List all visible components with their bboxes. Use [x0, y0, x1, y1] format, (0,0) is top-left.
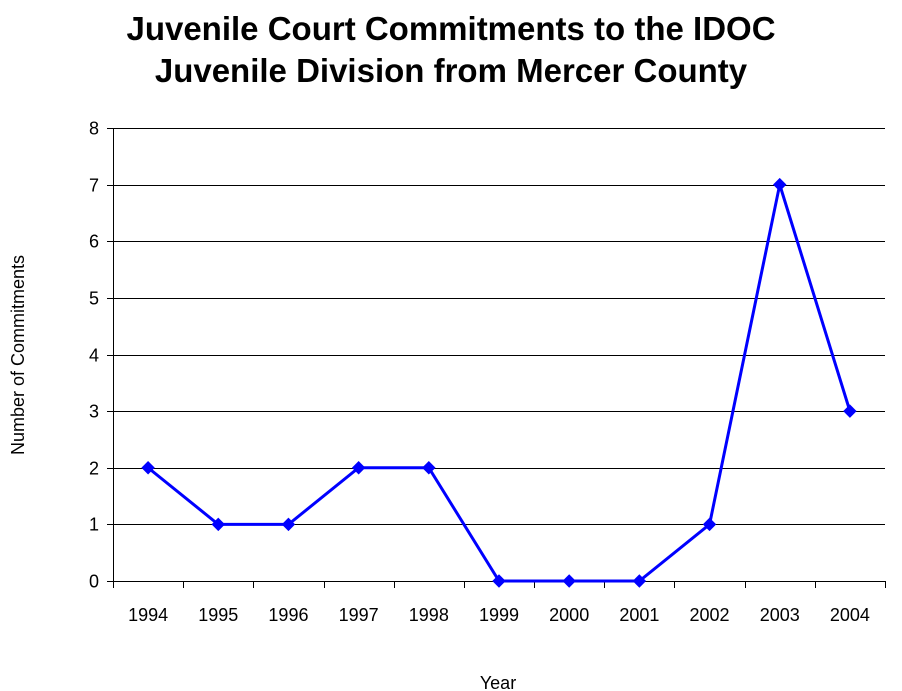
- chart-title-line-2: Juvenile Division from Mercer County: [154, 52, 748, 89]
- y-tick-labels: 0 1 2 3 4 5 6 7 8: [89, 119, 99, 592]
- x-tick-label-2003: 2003: [760, 605, 800, 625]
- y-tick-label-6: 6: [89, 232, 99, 252]
- x-tick-label-1997: 1997: [339, 605, 379, 625]
- y-tick-label-1: 1: [89, 515, 99, 535]
- series-line-0: [147, 184, 852, 583]
- y-tick-label-5: 5: [89, 289, 99, 309]
- x-tick-label-2004: 2004: [830, 605, 870, 625]
- x-tick-label-1998: 1998: [409, 605, 449, 625]
- x-tick-label-1994: 1994: [128, 605, 168, 625]
- y-tick-label-3: 3: [89, 402, 99, 422]
- y-tick-label-2: 2: [89, 459, 99, 479]
- data-point-2001: [632, 574, 647, 588]
- data-point-1994: [141, 461, 155, 475]
- x-tick-label-2001: 2001: [619, 605, 659, 625]
- x-tick-label-2002: 2002: [690, 605, 730, 625]
- x-tick-label-2000: 2000: [549, 605, 589, 625]
- x-tick-label-1999: 1999: [479, 605, 519, 625]
- x-tick-label-1995: 1995: [198, 605, 238, 625]
- data-point-1998: [422, 461, 436, 475]
- x-tick-label-1996: 1996: [268, 605, 308, 625]
- chart-title: Juvenile Court Commitments to the IDOC J…: [0, 8, 902, 92]
- chart-title-line-1: Juvenile Court Commitments to the IDOC: [126, 10, 776, 47]
- data-point-1999: [492, 574, 506, 588]
- data-series: [141, 177, 857, 588]
- x-axis-label: Year: [480, 673, 516, 691]
- data-point-2003: [773, 177, 787, 192]
- data-point-1997: [351, 461, 366, 475]
- y-tick-label-0: 0: [89, 572, 99, 592]
- y-axis-label: Number of Commitments: [8, 255, 28, 455]
- y-tick-label-8: 8: [89, 119, 99, 139]
- data-point-2002: [702, 517, 717, 532]
- y-tick-label-4: 4: [89, 346, 99, 366]
- axes: [107, 128, 886, 588]
- data-point-2000: [562, 574, 576, 588]
- y-tick-label-7: 7: [89, 176, 99, 196]
- grid-lines: [113, 128, 885, 525]
- data-point-1995: [211, 517, 225, 532]
- data-point-1996: [281, 517, 296, 532]
- x-tick-labels: 1994 1995 1996 1997 1998 1999 2000 2001 2002 2003…: [128, 605, 870, 625]
- data-point-2004: [843, 404, 857, 418]
